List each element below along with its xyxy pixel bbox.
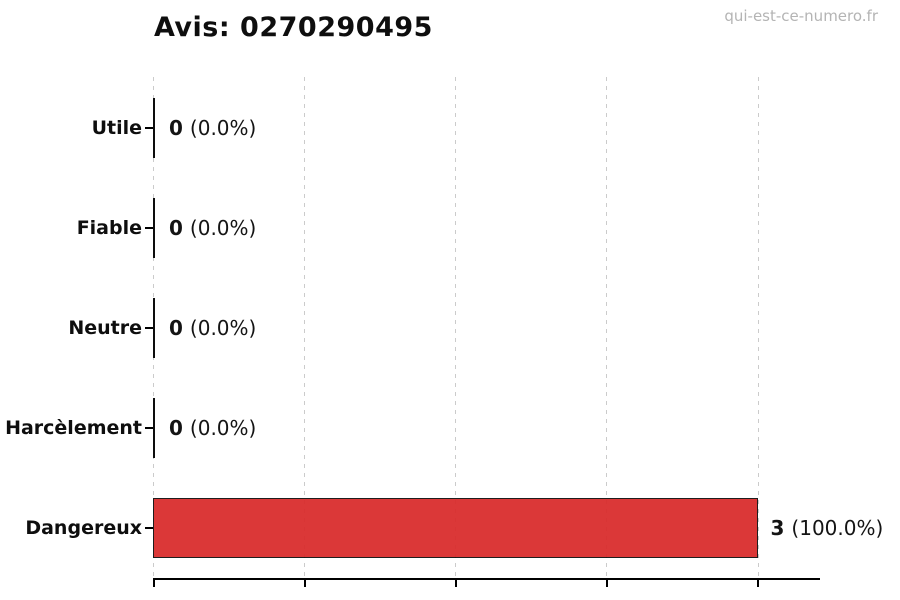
page-title: Avis: 0270290495: [154, 12, 433, 43]
value-label-fiable: 0 (0.0%): [169, 216, 256, 240]
bar-utile: [153, 97, 155, 158]
category-label-utile: Utile: [91, 116, 142, 139]
bar-row-utile: 0 (0.0%): [153, 97, 820, 158]
value-label-dangereux: 3 (100.0%): [771, 516, 884, 540]
bar-dangereux: [153, 497, 758, 558]
gridline-25: [304, 77, 306, 578]
y-tick: [145, 526, 153, 529]
category-label-harcelement: Harcèlement: [5, 416, 142, 439]
value-percent: (100.0%): [791, 515, 884, 540]
y-tick: [145, 126, 153, 129]
value-count: 0: [169, 215, 183, 240]
x-tick-100: [757, 579, 759, 587]
x-tick-50: [454, 579, 457, 587]
value-percent: (0.0%): [189, 315, 257, 340]
value-label-neutre: 0 (0.0%): [169, 316, 256, 340]
bar-fiable: [153, 197, 155, 258]
plot-area: 0 (0.0%) 0 (0.0%) 0 (0.0%) 0 (0.0%) 3 (100.0%…: [153, 77, 883, 580]
bar-row-dangereux: 3 (100.0%): [153, 497, 883, 558]
value-count: 0: [169, 115, 183, 140]
y-tick: [145, 326, 153, 329]
bar-neutre: [153, 297, 155, 358]
value-percent: (0.0%): [189, 415, 257, 440]
x-tick-0: [152, 579, 155, 587]
watermark-text: qui-est-ce-numero.fr: [724, 7, 878, 25]
category-label-fiable: Fiable: [76, 216, 142, 239]
value-label-harcelement: 0 (0.0%): [169, 416, 256, 440]
value-count: 3: [770, 515, 785, 540]
gridline-75: [606, 77, 608, 578]
gridline-100: [757, 77, 759, 578]
bar-row-neutre: 0 (0.0%): [153, 297, 820, 358]
x-tick-25: [303, 579, 306, 587]
y-tick: [145, 426, 153, 429]
category-label-dangereux: Dangereux: [25, 516, 142, 539]
x-tick-75: [605, 579, 608, 587]
bar-row-harcelement: 0 (0.0%): [153, 397, 820, 458]
value-percent: (0.0%): [189, 115, 257, 140]
bar-harcelement: [153, 397, 155, 458]
category-label-neutre: Neutre: [68, 316, 142, 339]
y-tick: [145, 226, 153, 229]
value-percent: (0.0%): [189, 215, 257, 240]
gridline-50: [455, 77, 457, 578]
value-count: 0: [169, 315, 183, 340]
value-label-utile: 0 (0.0%): [169, 116, 256, 140]
bar-row-fiable: 0 (0.0%): [153, 197, 820, 258]
value-count: 0: [169, 415, 183, 440]
